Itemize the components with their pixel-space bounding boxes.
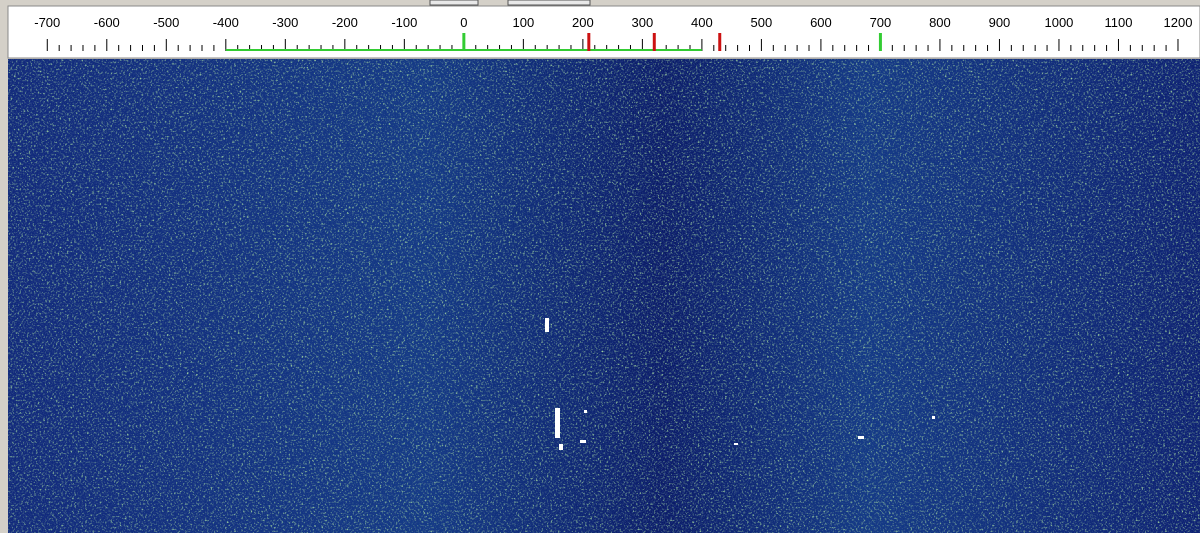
tick-label: 700	[870, 15, 892, 30]
tick-label: -500	[153, 15, 179, 30]
tick-label: 300	[632, 15, 654, 30]
tick-label: 1200	[1164, 15, 1193, 30]
tick-label: 400	[691, 15, 713, 30]
tick-label: 800	[929, 15, 951, 30]
button[interactable]	[508, 0, 590, 5]
tick-label: -200	[332, 15, 358, 30]
page: -700 -600 -500 -400 -300 -200 -100 0 100 200 300 40…	[0, 0, 1200, 533]
tick-label: -400	[213, 15, 239, 30]
waterfall-window: -700 -600 -500 -400 -300 -200 -100 0 100 200 300 40…	[0, 0, 1200, 533]
tick-label: -700	[34, 15, 60, 30]
tick-label: 0	[460, 15, 467, 30]
tick-label: 500	[751, 15, 773, 30]
waterfall-signal	[8, 59, 1200, 533]
tick-label: 1100	[1104, 15, 1132, 30]
tick-label: -300	[272, 15, 298, 30]
tick-label: 200	[572, 15, 594, 30]
tick-label: 100	[513, 15, 535, 30]
tick-label: 600	[810, 15, 832, 30]
tick-label: 900	[989, 15, 1011, 30]
tick-label: -600	[94, 15, 120, 30]
button[interactable]	[430, 0, 478, 5]
tick-label: 1000	[1044, 15, 1073, 30]
tick-label: -100	[391, 15, 417, 30]
